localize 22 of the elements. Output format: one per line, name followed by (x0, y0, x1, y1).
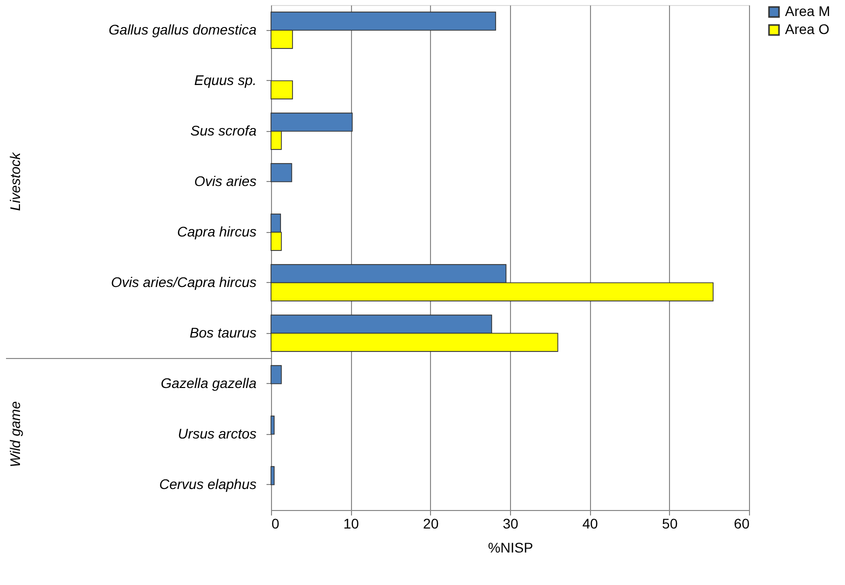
y-tick-label: Equus sp. (194, 72, 256, 88)
y-tick-label: Capra hircus (177, 223, 256, 240)
x-tick-label: 60 (734, 516, 750, 532)
y-tick-label: Sus scrofa (190, 122, 257, 138)
y-tick-label: Gazella gazella (160, 374, 257, 391)
x-tick-label: 10 (343, 516, 360, 532)
x-axis-title: %NISP (488, 540, 534, 556)
x-tick-label: 20 (423, 516, 439, 532)
y-tick-label: Ursus arctos (178, 425, 256, 442)
y-tick-label: Bos taurus (190, 324, 256, 340)
x-tick-label: 0 (272, 516, 280, 532)
legend-label: Area O (785, 21, 830, 37)
text: Livestock (7, 152, 23, 211)
text: Wild game (7, 401, 23, 468)
y-tick-label: Gallus gallus domestica (108, 21, 257, 38)
y-tick-label: Ovis aries/Capra hircus (111, 274, 256, 290)
y-tick-label: Ovis aries (194, 172, 256, 189)
y-tick-label: Cervus elaphus (159, 476, 256, 492)
legend-label: Area M (785, 3, 830, 19)
x-tick-label: 50 (662, 516, 678, 532)
x-tick-label: 40 (582, 516, 598, 532)
x-tick-label: 30 (502, 516, 518, 532)
